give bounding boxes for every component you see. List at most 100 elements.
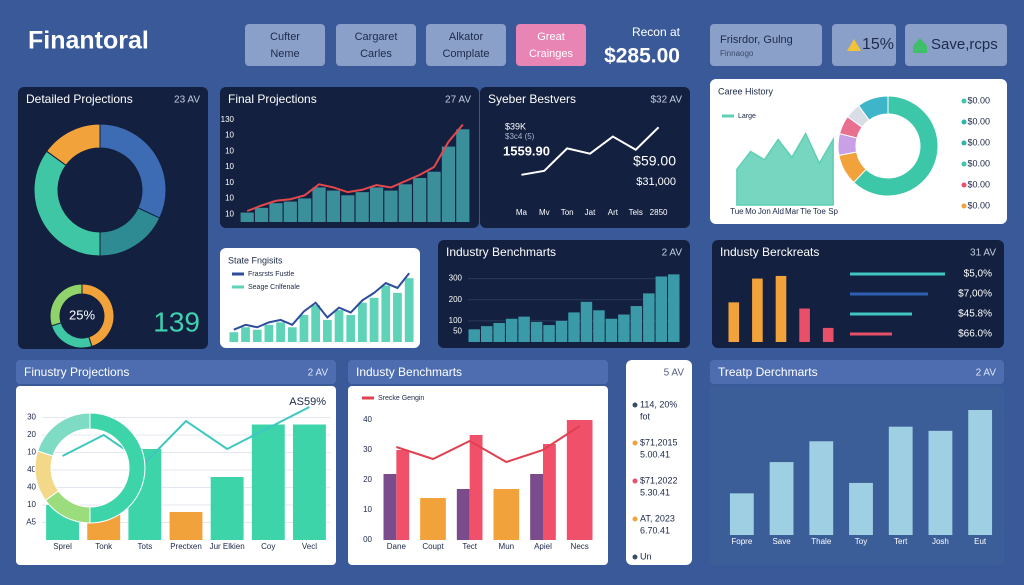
list-bullet <box>632 516 638 522</box>
x-tick-label: Thale <box>811 537 832 546</box>
bar <box>312 187 326 222</box>
bar <box>668 274 680 342</box>
badge[interactable]: 15% <box>862 36 894 53</box>
button[interactable] <box>426 24 506 66</box>
donut-label: $0.00 <box>967 137 990 147</box>
panel-title: State Fngisits <box>228 255 283 265</box>
y-tick-label: 10 <box>363 505 372 514</box>
bar <box>299 314 309 342</box>
panel-subtitle: 23 AV <box>174 95 200 106</box>
legend-label: Srecke Gengin <box>378 395 424 402</box>
bar <box>518 316 530 342</box>
bar <box>655 276 668 342</box>
panel-title: Industy Berckreats <box>720 245 819 259</box>
donut-slice <box>49 283 83 327</box>
bar <box>968 410 993 535</box>
donut-center-label: 25% <box>69 307 95 322</box>
badge-box[interactable] <box>832 24 896 66</box>
bar <box>393 292 402 342</box>
legend-swatch <box>232 272 244 276</box>
legend-swatch <box>362 396 374 400</box>
x-tick-label: Toy <box>855 537 867 546</box>
bar <box>298 198 312 222</box>
bar <box>264 324 274 342</box>
bar <box>383 474 397 540</box>
legend-label: Seage Cnlfenale <box>248 284 300 291</box>
panel-subtitle: 31 AV <box>970 248 996 259</box>
button-label[interactable]: Cargaret <box>355 31 398 43</box>
bar <box>505 318 518 342</box>
bar <box>456 489 470 540</box>
hbar <box>850 312 912 316</box>
panel-title: Industry Benchmarts <box>446 245 556 259</box>
bar <box>346 314 356 342</box>
x-tick-label: Save <box>772 537 791 546</box>
x-tick-label: Art <box>608 208 619 217</box>
bar <box>251 424 285 540</box>
button-label[interactable]: Cufter <box>270 31 300 43</box>
donut-label: $0.00 <box>967 116 990 126</box>
y-tick-label: 20 <box>363 475 372 484</box>
donut-label: $0.00 <box>967 179 990 189</box>
button-label[interactable]: Crainges <box>529 48 574 60</box>
button-label[interactable]: Complate <box>442 48 489 60</box>
search-box[interactable] <box>710 24 822 66</box>
list-bullet <box>632 402 638 408</box>
donut-label: $0.00 <box>967 200 990 210</box>
list-bullet <box>632 440 638 446</box>
area <box>736 131 834 206</box>
button[interactable] <box>245 24 325 66</box>
panel-subtitle: 2 AV <box>308 368 329 379</box>
bar <box>341 195 355 222</box>
bar <box>809 441 834 535</box>
button[interactable] <box>516 24 586 66</box>
bar <box>530 321 543 342</box>
donut-slice <box>857 95 889 121</box>
bar <box>210 477 244 540</box>
kpi: 139 <box>153 306 200 337</box>
bar <box>398 184 412 222</box>
header-buttons: Cufter Neme Cargaret Carles Alkator Comp… <box>245 24 586 66</box>
bar <box>752 278 763 342</box>
panel <box>480 87 690 228</box>
bar <box>276 322 285 342</box>
donut-slice <box>45 123 101 167</box>
button-label[interactable]: Carles <box>360 48 392 60</box>
list-sublabel: 5.00.41 <box>640 449 670 459</box>
hbar <box>850 292 928 296</box>
x-tick-label: Sp <box>828 207 838 216</box>
annotation: 1559.90 <box>503 143 550 158</box>
annotation: $31,000 <box>636 176 676 188</box>
button-label[interactable]: Alkator <box>449 31 484 43</box>
x-tick-label: 2850 <box>650 208 668 217</box>
list-bullet <box>632 478 638 484</box>
x-tick-label: Necs <box>571 542 589 551</box>
bar <box>456 129 470 222</box>
home-icon <box>913 38 927 53</box>
x-tick-label: Jur Elkien <box>210 542 245 551</box>
list-sublabel: fot <box>640 411 651 421</box>
panel-title: Caree History <box>718 86 774 96</box>
line <box>246 123 464 212</box>
button-label[interactable]: Neme <box>270 48 299 60</box>
bar <box>355 192 369 222</box>
bar <box>326 190 341 222</box>
bar <box>849 482 873 535</box>
y-tick-label: A5 <box>26 518 36 527</box>
bar <box>593 310 605 342</box>
y-tick-label: 40 <box>27 465 36 474</box>
search-text[interactable]: Frisrdor, Gulng <box>720 34 793 46</box>
save-label[interactable]: Save,rcps <box>931 36 998 53</box>
button-label[interactable]: Great <box>537 31 565 43</box>
bar <box>252 329 262 342</box>
bar <box>728 302 740 342</box>
x-tick-label: Coy <box>261 542 275 551</box>
legend-dot <box>961 182 967 188</box>
legend-swatch <box>232 285 244 289</box>
bar <box>269 203 283 222</box>
bar <box>643 293 655 342</box>
button[interactable] <box>336 24 416 66</box>
panel-subtitle: 27 AV <box>445 95 471 106</box>
search-subtext[interactable]: Finnaogo <box>720 49 754 58</box>
save-button[interactable] <box>905 24 1007 66</box>
